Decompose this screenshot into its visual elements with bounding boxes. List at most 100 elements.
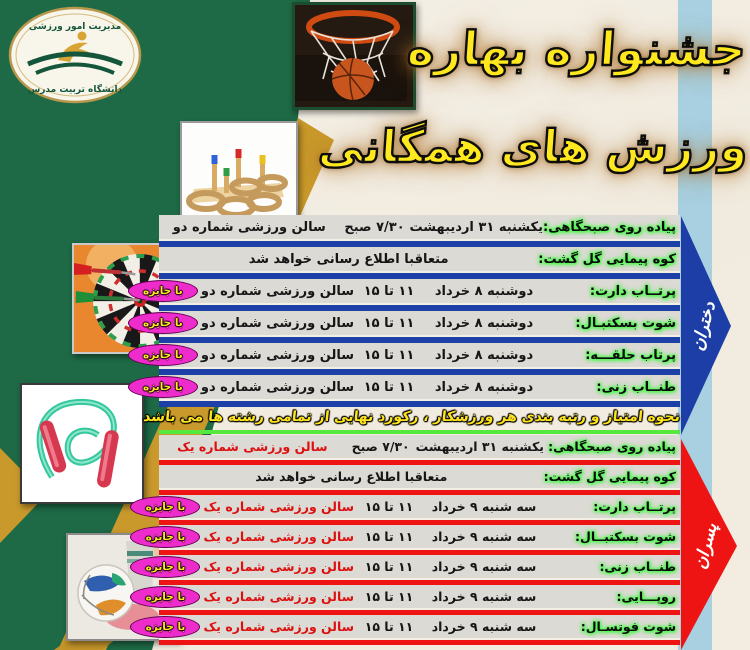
- event-location: سالن ورزشی شماره یک: [203, 619, 354, 634]
- basketball-hoop-photo: [292, 2, 416, 110]
- row-divider-bar: [159, 367, 680, 375]
- event-label: کوه پیمایی گل گشت:: [543, 469, 676, 484]
- badge-cell: با جایزه: [125, 344, 201, 366]
- event-label: روپـــایی:: [616, 589, 676, 604]
- prize-badge: با جایزه: [130, 495, 201, 518]
- event-label: پرتاب حلقـــه:: [585, 347, 676, 363]
- event-time: ۱۱ تا ۱۵: [363, 283, 415, 299]
- green-dart: [75, 291, 140, 303]
- event-date: سه شنبه ۹ خرداد: [431, 589, 537, 604]
- event-date: دوشنبه ۸ خرداد: [434, 315, 534, 331]
- badge-cell: با جایزه: [127, 585, 203, 608]
- logo-arc: [27, 51, 123, 67]
- event-date: سه شنبه ۹ خرداد: [431, 499, 537, 514]
- row-divider-bar: [159, 578, 680, 585]
- schedule-row: پیاده روی صبحگاهی: یکشنبه ۳۱ اردیبهشت ۷/۳۰…: [159, 435, 680, 458]
- event-date: یکشنبه ۳۱ اردیبهشت: [415, 439, 544, 454]
- badge-cell: با جایزه: [125, 280, 201, 302]
- event-location: سالن ورزشی شماره دو: [200, 379, 354, 395]
- row-divider-bar: [159, 303, 680, 311]
- event-label: پرتــاب دارت:: [593, 499, 676, 514]
- event-location: سالن ورزشی شماره یک: [203, 589, 354, 604]
- event-label: پیاده روی صبحگاهی:: [548, 439, 676, 454]
- event-date: سه شنبه ۹ خرداد: [431, 619, 537, 634]
- row-divider-bar: [159, 399, 680, 407]
- schedule-row: شوت بسکتبـال: دوشنبه ۸ خرداد ۱۱ تا ۱۵ سالن …: [127, 311, 680, 335]
- row-divider-bar: [159, 488, 680, 495]
- prize-badge: با جایزه: [130, 525, 201, 548]
- row-divider-bar: [159, 271, 680, 279]
- badge-cell: با جایزه: [127, 495, 203, 518]
- poster-title-line1: جشنواره بهاره: [404, 21, 749, 78]
- schedule-row: پرتــاب دارت: دوشنبه ۸ خرداد ۱۱ تا ۱۵ سالن …: [127, 279, 680, 303]
- prize-badge: با جایزه: [127, 280, 198, 302]
- rope-handle-left: [39, 420, 67, 473]
- event-time: ۱۱ تا ۱۵: [364, 529, 414, 544]
- ring-toss-photo: [180, 121, 298, 229]
- schedule-row: پیاده روی صبحگاهی: یکشنبه ۳۱ اردیبهشت ۷/۳۰…: [159, 215, 680, 239]
- schedule-row: شوت بسکتبــال: سه شنبه ۹ خرداد ۱۱ تا ۱۵ سال…: [130, 525, 680, 548]
- event-date: دوشنبه ۸ خرداد: [434, 283, 534, 299]
- schedule-row: طنــاب زنی: سه شنبه ۹ خرداد ۱۱ تا ۱۵ سالن و…: [130, 555, 680, 578]
- event-time: ۱۱ تا ۱۵: [364, 619, 414, 634]
- jump-rope-photo: [20, 383, 144, 504]
- prize-badge: با جایزه: [127, 376, 198, 398]
- section-separator-line: [159, 430, 680, 434]
- university-logo: مدیریت امور ورزشی دانشگاه تربیت مدرس: [8, 6, 142, 104]
- event-location: سالن ورزشی شماره یک: [177, 439, 328, 454]
- event-location: سالن ورزشی شماره دو: [200, 283, 354, 299]
- badge-cell: با جایزه: [127, 615, 203, 638]
- event-location: سالن ورزشی شماره دو: [200, 315, 354, 331]
- blue-stripe: [678, 0, 712, 650]
- prize-badge: با جایزه: [130, 615, 201, 638]
- event-location: سالن ورزشی شماره یک: [203, 559, 354, 574]
- prize-badge: با جایزه: [127, 312, 198, 334]
- event-location: سالن ورزشی شماره دو: [200, 347, 354, 363]
- event-time: ۱۱ تا ۱۵: [364, 589, 414, 604]
- scoring-note: نحوه امتیاز و رتبه بندی هر ورزشکار ، رکو…: [142, 409, 681, 425]
- ring-toss-rings: [186, 174, 288, 218]
- schedule-row: طنــاب زنی: دوشنبه ۸ خرداد ۱۱ تا ۱۵ سالن ور…: [127, 375, 680, 399]
- event-time: ۱۱ تا ۱۵: [364, 499, 414, 514]
- girls-schedule: پیاده روی صبحگاهی: یکشنبه ۳۱ اردیبهشت ۷/۳۰…: [127, 215, 680, 407]
- event-label: طنــاب زنی:: [596, 379, 676, 395]
- event-date: دوشنبه ۸ خرداد: [434, 379, 534, 395]
- event-note: متعاقبا اطلاع رسانی خواهد شد: [248, 251, 449, 267]
- event-time: ۷/۳۰ صبح: [344, 219, 405, 235]
- prize-badge: با جایزه: [127, 344, 198, 366]
- event-time: ۱۱ تا ۱۵: [363, 347, 415, 363]
- schedule-row: روپـــایی: سه شنبه ۹ خرداد ۱۱ تا ۱۵ سالن ور…: [130, 585, 680, 608]
- event-date: سه شنبه ۹ خرداد: [431, 529, 537, 544]
- schedule-row: شوت فوتسـال: سه شنبه ۹ خرداد ۱۱ تا ۱۵ سالن …: [130, 615, 680, 638]
- schedule-row: پرتــاب دارت: سه شنبه ۹ خرداد ۱۱ تا ۱۵ سالن…: [130, 495, 680, 518]
- prize-badge: با جایزه: [130, 585, 201, 608]
- event-time: ۱۱ تا ۱۵: [363, 315, 415, 331]
- row-divider-bar: [159, 608, 680, 615]
- event-note: متعاقبا اطلاع رسانی خواهد شد: [255, 469, 448, 484]
- schedule-row: پرتاب حلقـــه: دوشنبه ۸ خرداد ۱۱ تا ۱۵ سالن…: [127, 343, 680, 367]
- badge-cell: با جایزه: [127, 525, 203, 548]
- logo-bottom-text: دانشگاه تربیت مدرس: [28, 83, 123, 95]
- badge-cell: با جایزه: [125, 312, 201, 334]
- boys-schedule: پیاده روی صبحگاهی: یکشنبه ۳۱ اردیبهشت ۷/۳۰…: [130, 435, 680, 645]
- badge-cell: با جایزه: [127, 555, 203, 578]
- ball: [77, 564, 135, 622]
- schedule-row: کوه پیمایی گل گشت: متعاقبا اطلاع رسانی خو…: [159, 247, 680, 271]
- row-divider-bar: [159, 548, 680, 555]
- event-time: ۱۱ تا ۱۵: [363, 379, 415, 395]
- event-label: پرتــاب دارت:: [589, 283, 676, 299]
- event-label: شوت بسکتبــال:: [574, 529, 676, 544]
- event-label: شوت فوتسـال:: [580, 619, 676, 634]
- event-label: طنــاب زنی:: [599, 559, 676, 574]
- red-dart: [74, 263, 136, 276]
- poster-title-line2: ورزش های همگانی: [316, 119, 750, 174]
- event-location: سالن ورزشی شماره یک: [203, 499, 354, 514]
- event-date: دوشنبه ۸ خرداد: [434, 347, 534, 363]
- event-label: کوه پیمایی گل گشت:: [538, 251, 676, 267]
- rope-handle-right: [97, 430, 119, 488]
- event-time: ۱۱ تا ۱۵: [364, 559, 414, 574]
- prize-badge: با جایزه: [130, 555, 201, 578]
- logo-top-text: مدیریت امور ورزشی: [29, 22, 121, 32]
- row-divider-bar: [159, 335, 680, 343]
